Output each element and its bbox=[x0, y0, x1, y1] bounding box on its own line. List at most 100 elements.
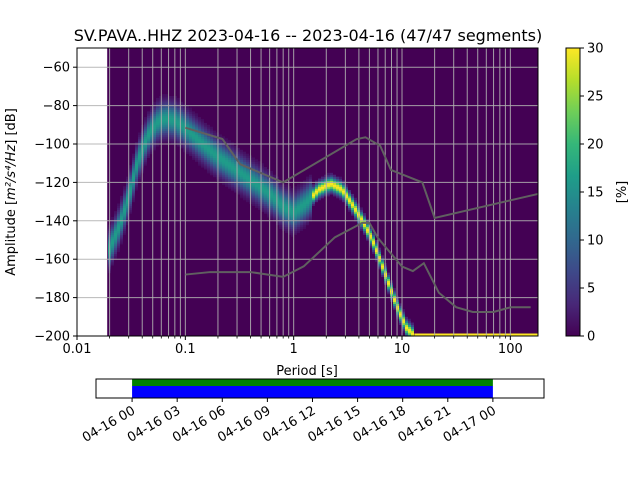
heatmap-cell bbox=[297, 203, 300, 207]
heatmap-cell bbox=[174, 134, 177, 137]
heatmap-cell bbox=[243, 182, 246, 185]
heatmap-cell bbox=[252, 201, 255, 205]
heatmap-cell bbox=[321, 190, 324, 193]
heatmap-cell bbox=[306, 199, 309, 203]
heatmap-cell bbox=[276, 192, 279, 195]
heatmap-cell bbox=[318, 186, 321, 189]
heatmap-cell bbox=[345, 186, 348, 189]
heatmap-cell bbox=[324, 182, 327, 185]
heatmap-cell bbox=[408, 334, 411, 337]
heatmap-cell bbox=[318, 188, 321, 191]
heatmap-cell bbox=[318, 184, 321, 187]
heatmap-cell bbox=[186, 138, 189, 141]
heatmap-cell bbox=[309, 215, 312, 218]
heatmap-cell bbox=[339, 190, 342, 193]
heatmap-cell bbox=[129, 203, 132, 207]
heatmap-cell bbox=[246, 199, 249, 203]
heatmap-cell bbox=[375, 245, 378, 249]
heatmap-cell bbox=[285, 199, 288, 203]
heatmap-cell bbox=[177, 97, 180, 101]
heatmap-cell bbox=[255, 193, 258, 197]
heatmap-cell bbox=[246, 184, 249, 187]
heatmap-cell bbox=[378, 247, 381, 251]
heatmap-cell bbox=[183, 117, 186, 120]
heatmap-cell bbox=[252, 186, 255, 189]
heatmap-cell bbox=[279, 199, 282, 203]
heatmap-cell bbox=[132, 197, 135, 201]
heatmap-cell bbox=[303, 193, 306, 197]
heatmap-cell bbox=[255, 201, 258, 205]
heatmap-cell bbox=[135, 144, 138, 147]
heatmap-cell bbox=[189, 115, 192, 118]
heatmap-cell bbox=[207, 130, 210, 134]
heatmap-cell bbox=[162, 136, 165, 139]
heatmap-cell bbox=[192, 115, 195, 118]
heatmap-cell bbox=[411, 330, 414, 333]
heatmap-cell bbox=[213, 159, 216, 162]
heatmap-cell bbox=[381, 268, 384, 272]
heatmap-cell bbox=[261, 165, 264, 168]
heatmap-cell bbox=[123, 188, 126, 191]
heatmap-cell bbox=[204, 149, 207, 153]
heatmap-cell bbox=[375, 259, 378, 262]
heatmap-cell bbox=[129, 176, 132, 180]
heatmap-cell bbox=[129, 180, 132, 183]
heatmap-cell bbox=[336, 182, 339, 185]
heatmap-cell bbox=[402, 324, 405, 327]
heatmap-cell bbox=[132, 172, 135, 176]
heatmap-cell bbox=[375, 257, 378, 260]
heatmap-cell bbox=[219, 176, 222, 180]
heatmap-cell bbox=[189, 120, 192, 124]
heatmap-cell bbox=[162, 120, 165, 124]
heatmap-cell bbox=[213, 144, 216, 147]
heatmap-cell bbox=[210, 165, 213, 168]
heatmap-cell bbox=[189, 147, 192, 151]
heatmap-cell bbox=[195, 113, 198, 116]
heatmap-cell bbox=[372, 232, 375, 235]
heatmap-cell bbox=[294, 205, 297, 208]
heatmap-cell bbox=[240, 149, 243, 153]
heatmap-cell bbox=[144, 130, 147, 134]
heatmap-cell bbox=[399, 311, 402, 314]
heatmap-cell bbox=[222, 172, 225, 176]
heatmap-cell bbox=[258, 168, 261, 172]
heatmap-cell bbox=[195, 136, 198, 139]
heatmap-cell bbox=[144, 153, 147, 157]
heatmap-cell bbox=[375, 240, 378, 243]
heatmap-cell bbox=[189, 134, 192, 137]
heatmap-cell bbox=[327, 182, 330, 185]
heatmap-cell bbox=[270, 215, 273, 218]
heatmap-cell bbox=[261, 176, 264, 180]
heatmap-cell bbox=[294, 228, 297, 231]
heatmap-cell bbox=[327, 186, 330, 189]
heatmap-cell bbox=[138, 170, 141, 174]
heatmap-cell bbox=[174, 113, 177, 116]
heatmap-cell bbox=[231, 186, 234, 189]
heatmap-cell bbox=[129, 205, 132, 208]
heatmap-cell bbox=[183, 132, 186, 135]
heatmap-cell bbox=[123, 186, 126, 189]
heatmap-cell bbox=[393, 297, 396, 301]
heatmap-cell bbox=[231, 178, 234, 182]
heatmap-cell bbox=[315, 199, 318, 203]
heatmap-cell bbox=[138, 132, 141, 135]
heatmap-cell bbox=[114, 211, 117, 214]
heatmap-cell bbox=[306, 215, 309, 218]
heatmap-cell bbox=[117, 243, 120, 247]
heatmap-cell bbox=[180, 111, 183, 114]
heatmap-cell bbox=[399, 312, 402, 316]
heatmap-cell bbox=[204, 151, 207, 155]
heatmap-cell bbox=[198, 153, 201, 157]
heatmap-cell bbox=[237, 176, 240, 180]
heatmap-cell bbox=[324, 176, 327, 180]
heatmap-cell bbox=[342, 184, 345, 187]
heatmap-cell bbox=[231, 157, 234, 160]
heatmap-cell bbox=[312, 201, 315, 205]
heatmap-cell bbox=[231, 142, 234, 145]
heatmap-cell bbox=[360, 228, 363, 231]
heatmap-cell bbox=[240, 151, 243, 155]
heatmap-cell bbox=[132, 190, 135, 193]
heatmap-cell bbox=[243, 170, 246, 174]
heatmap-cell bbox=[294, 192, 297, 195]
heatmap-cell bbox=[150, 130, 153, 134]
